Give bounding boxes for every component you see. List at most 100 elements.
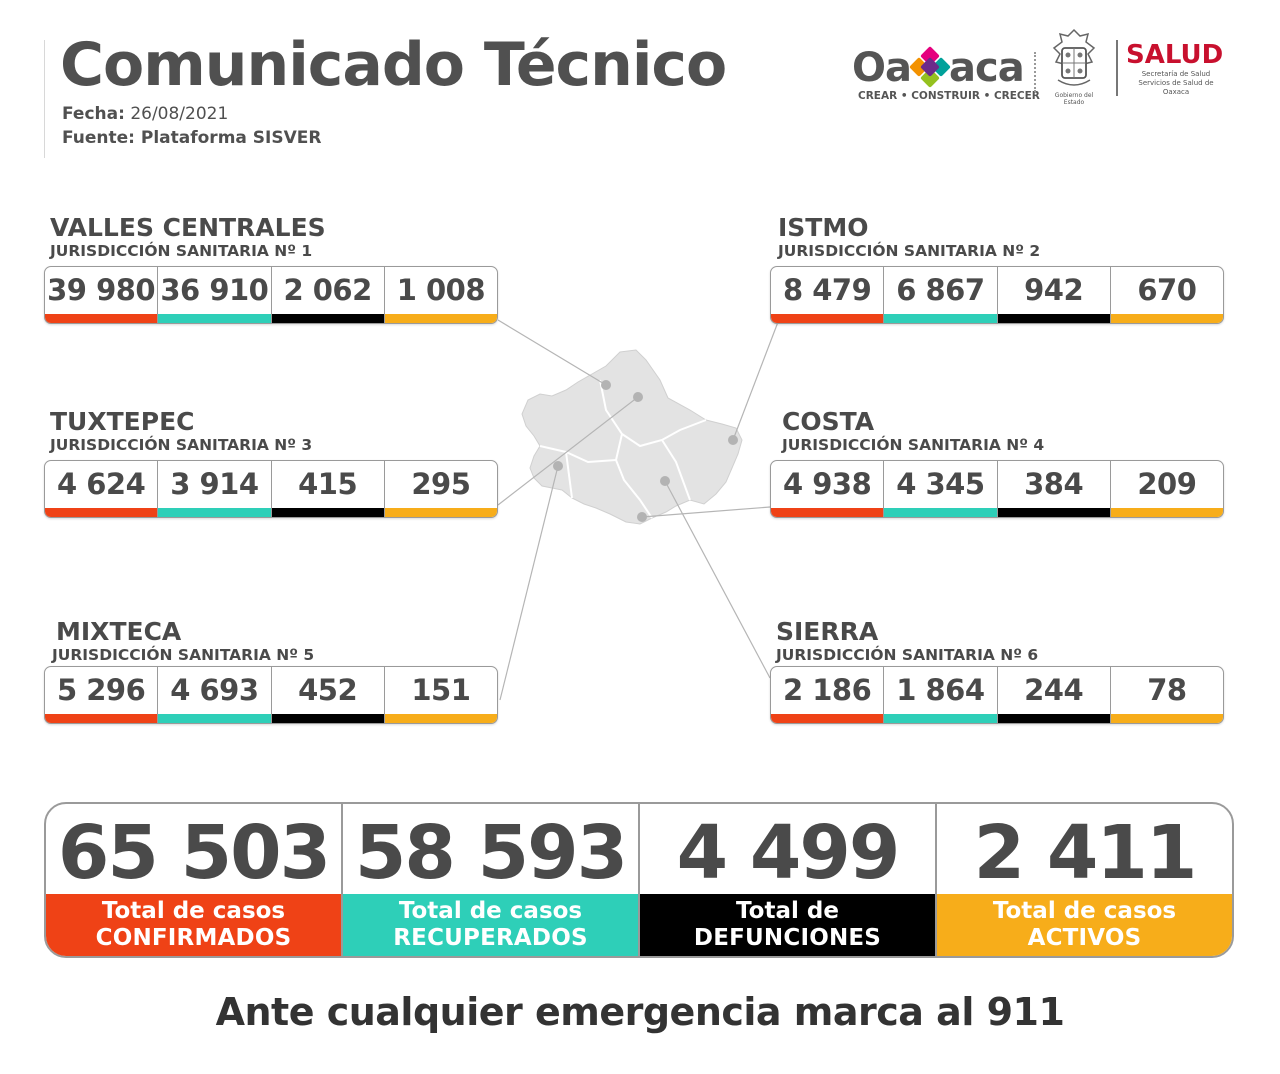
stat-confirmados: 5 296 — [45, 667, 159, 723]
map-markers — [553, 380, 738, 522]
region-jurisdiction: JURISDICCIÓN SANITARIA Nº 2 — [778, 242, 1041, 260]
stat-recuperados: 3 914 — [158, 461, 272, 517]
region-title: TUXTEPEC — [50, 407, 195, 436]
region-stats-costa: 4 938 4 345 384 209 — [770, 460, 1224, 518]
region-stats-mixteca: 5 296 4 693 452 151 — [44, 666, 498, 724]
region-title: VALLES CENTRALES — [50, 213, 326, 242]
region-title: COSTA — [782, 407, 875, 436]
marker-valles-centrales — [601, 380, 611, 390]
stat-defunciones: 452 — [271, 667, 385, 723]
stat-value: 3 914 — [170, 467, 259, 501]
confirmados-bar — [771, 508, 884, 517]
state-map-shape — [521, 349, 743, 525]
confirmados-bar — [771, 714, 884, 723]
oaxaca-word-right: aca — [949, 45, 1025, 91]
stat-activos: 209 — [1110, 461, 1223, 517]
region-title: ISTMO — [778, 213, 869, 242]
page-title: Comunicado Técnico — [60, 30, 727, 100]
region-stats-tuxtepec: 4 624 3 914 415 295 — [44, 460, 498, 518]
stat-defunciones: 2 062 — [271, 267, 385, 323]
stat-recuperados: 4 693 — [158, 667, 272, 723]
total-label-line2: DEFUNCIONES — [693, 925, 882, 951]
total-confirmados: 65 503 Total de casos CONFIRMADOS — [46, 804, 343, 956]
marker-istmo — [728, 435, 738, 445]
date-label: Fecha: — [62, 104, 125, 124]
state-seal-logo: Gobierno del Estado — [1044, 26, 1104, 106]
stat-defunciones: 244 — [997, 667, 1111, 723]
region-title: MIXTECA — [56, 617, 182, 646]
defunciones-bar — [997, 508, 1110, 517]
marker-sierra — [660, 476, 670, 486]
total-label-line2: ACTIVOS — [1027, 925, 1142, 951]
region-title: SIERRA — [776, 617, 879, 646]
stat-value: 39 980 — [47, 273, 156, 307]
activos-bar — [1110, 314, 1223, 323]
region-jurisdiction: JURISDICCIÓN SANITARIA Nº 1 — [50, 242, 313, 260]
total-defunciones: 4 499 Total de DEFUNCIONES — [640, 804, 937, 956]
stat-value: 4 938 — [782, 467, 872, 501]
date-value: 26/08/2021 — [130, 104, 229, 124]
oaxaca-word-left: Oa — [852, 45, 912, 91]
stat-confirmados: 2 186 — [771, 667, 885, 723]
stat-activos: 295 — [384, 461, 497, 517]
region-jurisdiction: JURISDICCIÓN SANITARIA Nº 3 — [50, 436, 313, 454]
stat-confirmados: 39 980 — [45, 267, 159, 323]
stat-value: 1 864 — [896, 673, 985, 707]
total-label-band: Total de casos RECUPERADOS — [343, 894, 638, 956]
region-stats-istmo: 8 479 6 867 942 670 — [770, 266, 1224, 324]
salud-subtitle-1: Secretaría de Salud — [1141, 70, 1211, 78]
stat-value: 4 624 — [56, 467, 146, 501]
stat-value: 244 — [1024, 673, 1084, 707]
stat-value: 8 479 — [782, 273, 872, 307]
activos-bar — [1110, 508, 1223, 517]
stat-value: 295 — [411, 467, 471, 501]
salud-subtitle-2: Servicios de Salud de Oaxaca — [1138, 79, 1214, 96]
total-activos: 2 411 Total de casos ACTIVOS — [937, 804, 1232, 956]
stat-activos: 1 008 — [384, 267, 497, 323]
total-label-line2: RECUPERADOS — [393, 925, 588, 951]
oaxaca-logo: Oa aca CREAR • CONSTRUIR • CRECER — [852, 44, 1040, 104]
total-label-band: Total de casos CONFIRMADOS — [46, 894, 341, 956]
total-recuperados: 58 593 Total de casos RECUPERADOS — [343, 804, 640, 956]
stat-value: 452 — [298, 673, 358, 707]
source-line: Fuente: Plataforma SISVER — [62, 128, 322, 148]
total-value: 58 593 — [354, 810, 628, 896]
stat-value: 151 — [411, 673, 471, 707]
oaxaca-wordmark: Oa aca — [852, 44, 1025, 92]
defunciones-bar — [997, 714, 1110, 723]
defunciones-bar — [271, 508, 384, 517]
logo-divider — [1034, 52, 1037, 92]
salud-title: SALUD — [1126, 40, 1224, 70]
marker-mixteca — [553, 461, 563, 471]
recuperados-bar — [158, 314, 271, 323]
recuperados-bar — [158, 508, 271, 517]
total-label-line1: Total de casos — [101, 898, 286, 924]
stat-value: 6 867 — [896, 273, 985, 307]
region-jurisdiction: JURISDICCIÓN SANITARIA Nº 6 — [776, 646, 1039, 664]
marker-tuxtepec — [633, 392, 643, 402]
stat-confirmados: 4 938 — [771, 461, 885, 517]
marker-costa — [637, 512, 647, 522]
stat-activos: 151 — [384, 667, 497, 723]
total-label-band: Total de DEFUNCIONES — [640, 894, 935, 956]
totals-panel: 65 503 Total de casos CONFIRMADOS 58 593… — [44, 802, 1234, 958]
region-stats-valles-centrales: 39 980 36 910 2 062 1 008 — [44, 266, 498, 324]
region-jurisdiction: JURISDICCIÓN SANITARIA Nº 4 — [782, 436, 1045, 454]
stat-value: 209 — [1137, 467, 1197, 501]
seal-icon — [1052, 28, 1096, 86]
confirmados-bar — [45, 714, 158, 723]
stat-recuperados: 6 867 — [884, 267, 998, 323]
confirmados-bar — [771, 314, 884, 323]
stat-recuperados: 4 345 — [884, 461, 998, 517]
total-label-line1: Total de — [736, 898, 839, 924]
total-value: 4 499 — [676, 810, 901, 896]
recuperados-bar — [158, 714, 271, 723]
activos-bar — [384, 508, 497, 517]
stat-activos: 670 — [1110, 267, 1223, 323]
date-line: Fecha: 26/08/2021 — [62, 104, 228, 124]
total-value: 65 503 — [57, 810, 331, 896]
stat-activos: 78 — [1110, 667, 1223, 723]
confirmados-bar — [45, 508, 158, 517]
stat-value: 670 — [1137, 273, 1197, 307]
